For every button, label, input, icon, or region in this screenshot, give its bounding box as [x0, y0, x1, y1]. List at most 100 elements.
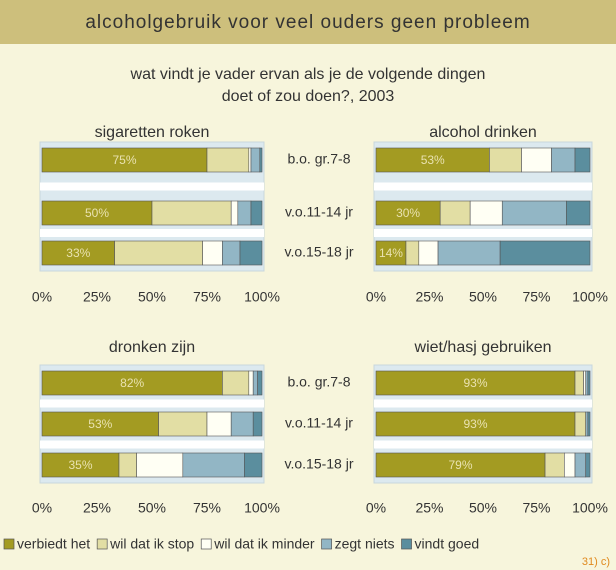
row-label: v.o.15-18 jr — [285, 244, 354, 260]
row-label: v.o.15-18 jr — [285, 456, 354, 472]
row-label: b.o. gr.7-8 — [287, 151, 350, 167]
x-tick-label: 25% — [415, 500, 443, 516]
value-label: 82% — [120, 376, 144, 390]
value-label: 14% — [379, 246, 403, 260]
source: 31) c) — [582, 556, 610, 568]
legend-swatch — [200, 538, 212, 550]
bar-segment — [566, 200, 591, 226]
panel-title: wiet/hasj gebruiken — [414, 339, 552, 356]
x-tick-label: 75% — [522, 289, 550, 305]
x-tick-label: 75% — [193, 500, 221, 516]
bar-segment — [521, 147, 552, 173]
x-tick-label: 25% — [83, 500, 111, 516]
row-gap — [40, 182, 264, 191]
bar-segment — [439, 200, 471, 226]
bar-segment — [252, 411, 263, 437]
bar-segment — [222, 370, 250, 396]
value-label: 30% — [396, 206, 420, 220]
row-label: v.o.11-14 jr — [285, 204, 353, 220]
bar-segment — [222, 240, 241, 266]
x-tick-label: 0% — [366, 500, 386, 516]
bar-segment — [244, 452, 263, 478]
row-gap — [374, 182, 592, 191]
bar-segment — [574, 411, 587, 437]
bar-segment — [202, 240, 223, 266]
x-tick-label: 0% — [32, 500, 52, 516]
x-tick-label: 100% — [244, 289, 280, 305]
value-label: 53% — [88, 417, 112, 431]
x-tick-label: 50% — [138, 289, 166, 305]
value-label: 75% — [112, 153, 136, 167]
bar-segment — [41, 411, 159, 437]
bar-segment — [587, 370, 591, 396]
value-label: 35% — [68, 458, 92, 472]
bar-segment — [41, 370, 223, 396]
panel-title: sigaretten roken — [95, 124, 210, 141]
value-label: 93% — [463, 417, 487, 431]
x-tick-label: 50% — [138, 500, 166, 516]
bar-segment — [257, 370, 263, 396]
row-gap — [374, 440, 592, 449]
row-label: b.o. gr.7-8 — [287, 374, 350, 390]
x-tick-label: 0% — [32, 289, 52, 305]
bar-segment — [206, 411, 232, 437]
bar-segment — [41, 452, 120, 478]
bar-segment — [250, 200, 263, 226]
bar-segment — [230, 200, 239, 226]
legend-label: vindt goed — [415, 536, 480, 552]
bar-segment — [230, 411, 254, 437]
bar-segment — [405, 240, 420, 266]
value-label: 79% — [449, 458, 473, 472]
legend-label: wil dat ik stop — [109, 536, 194, 552]
bar-segment — [41, 147, 208, 173]
value-label: 93% — [463, 376, 487, 390]
bar-segment — [206, 147, 250, 173]
bar-segment — [418, 240, 439, 266]
bar-segment — [136, 452, 184, 478]
subtitle: doet of zou doen?, 2003 — [222, 88, 395, 105]
x-tick-label: 100% — [572, 500, 608, 516]
subtitle: wat vindt je vader ervan als je de volge… — [130, 66, 486, 83]
bar-segment — [182, 452, 245, 478]
bar-segment — [501, 200, 567, 226]
x-tick-label: 50% — [469, 289, 497, 305]
bar-segment — [259, 147, 263, 173]
bar-segment — [151, 200, 232, 226]
bar-segment — [437, 240, 501, 266]
legend-label: zegt niets — [335, 536, 395, 552]
bar-segment — [239, 240, 263, 266]
bar-segment — [375, 452, 546, 478]
bar-segment — [375, 240, 407, 266]
bar-segment — [375, 370, 576, 396]
value-label: 53% — [421, 153, 445, 167]
bar-segment — [585, 370, 589, 396]
legend-label: verbiedt het — [17, 536, 90, 552]
row-gap — [374, 399, 592, 408]
row-gap — [40, 440, 264, 449]
value-label: 33% — [66, 246, 90, 260]
x-tick-label: 100% — [244, 500, 280, 516]
bar-segment — [574, 452, 587, 478]
legend-swatch — [96, 538, 108, 550]
bar-segment — [158, 411, 208, 437]
x-tick-label: 25% — [415, 289, 443, 305]
bar-segment — [574, 370, 584, 396]
row-gap — [40, 399, 264, 408]
bar-segment — [469, 200, 503, 226]
bar-segment — [587, 411, 591, 437]
bar-segment — [252, 370, 258, 396]
bar-segment — [118, 452, 137, 478]
bar-segment — [574, 147, 591, 173]
x-tick-label: 75% — [522, 500, 550, 516]
panel-title: dronken zijn — [109, 339, 195, 356]
legend-swatch — [3, 538, 15, 550]
bar-segment — [375, 411, 576, 437]
bar-segment — [250, 147, 261, 173]
row-label: v.o.11-14 jr — [285, 415, 353, 431]
row-gap — [40, 229, 264, 237]
x-tick-label: 75% — [193, 289, 221, 305]
bar-segment — [248, 147, 252, 173]
bar-segment — [41, 200, 153, 226]
legend-label: wil dat ik minder — [213, 536, 315, 552]
x-tick-label: 100% — [572, 289, 608, 305]
